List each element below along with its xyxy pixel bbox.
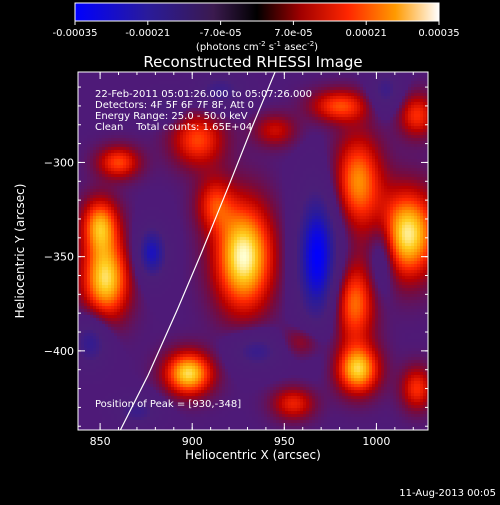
colorbar-tick-label: 0.00021 bbox=[346, 28, 387, 39]
y-tick-label: −350 bbox=[44, 251, 74, 264]
colorbar bbox=[75, 3, 439, 21]
peak-position-label: Position of Peak = [930,-348] bbox=[95, 399, 241, 410]
colorbar-units-label: (photons cm-2 s-1 asec-2) bbox=[196, 40, 318, 53]
colorbar-tick-labels: -0.00035 -0.00021 -7.0e-05 7.0e-05 0.00021 0.… bbox=[53, 28, 460, 39]
colorbar-tick-label: -0.00035 bbox=[53, 28, 98, 39]
annotation-line: Energy Range: 25.0 - 50.0 keV bbox=[95, 111, 248, 122]
x-tick-label: 1000 bbox=[362, 435, 390, 448]
y-axis-label: Heliocentric Y (arcsec) bbox=[13, 184, 27, 319]
generation-timestamp: 11-Aug-2013 00:05 bbox=[399, 488, 496, 499]
colorbar-tick-label: 7.0e-05 bbox=[274, 28, 312, 39]
colorbar-tick-label: 0.00035 bbox=[418, 28, 459, 39]
colorbar-ticks bbox=[75, 21, 439, 25]
x-tick-label: 850 bbox=[90, 435, 111, 448]
x-axis-label: Heliocentric X (arcsec) bbox=[185, 448, 321, 462]
colorbar-tick-label: -0.00021 bbox=[125, 28, 170, 39]
x-tick-label: 950 bbox=[274, 435, 295, 448]
annotation-line: 22-Feb-2011 05:01:26.000 to 05:07:26.000 bbox=[95, 89, 312, 100]
annotation-line: Detectors: 4F 5F 6F 7F 8F, Att 0 bbox=[95, 100, 254, 111]
chart-title: Reconstructed RHESSI Image bbox=[143, 53, 362, 71]
x-tick-label: 900 bbox=[182, 435, 203, 448]
y-tick-label: −400 bbox=[44, 345, 74, 358]
colorbar-tick-label: -7.0e-05 bbox=[200, 28, 242, 39]
y-tick-label: −300 bbox=[44, 156, 74, 169]
annotation-line: Clean Total counts: 1.65E+04 bbox=[95, 122, 252, 133]
